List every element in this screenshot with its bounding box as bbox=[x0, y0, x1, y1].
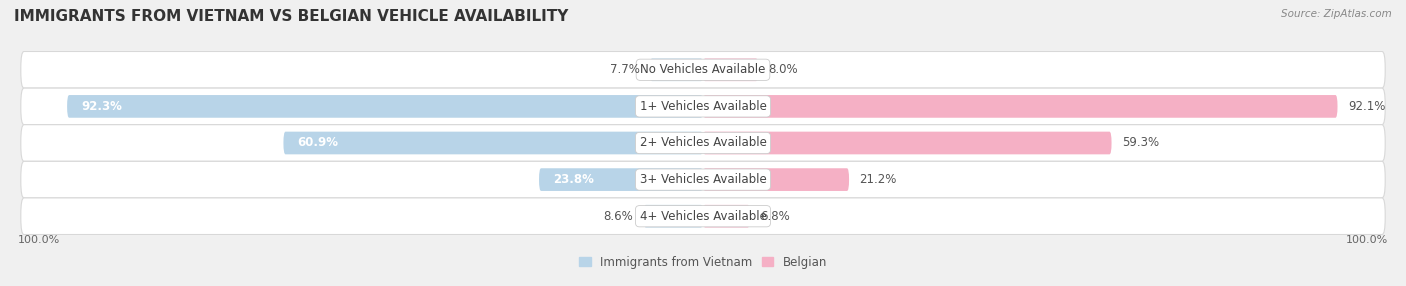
FancyBboxPatch shape bbox=[21, 161, 1385, 198]
FancyBboxPatch shape bbox=[703, 205, 749, 228]
Text: 92.1%: 92.1% bbox=[1348, 100, 1385, 113]
FancyBboxPatch shape bbox=[703, 58, 758, 81]
Text: 59.3%: 59.3% bbox=[1122, 136, 1159, 150]
Text: IMMIGRANTS FROM VIETNAM VS BELGIAN VEHICLE AVAILABILITY: IMMIGRANTS FROM VIETNAM VS BELGIAN VEHIC… bbox=[14, 9, 568, 23]
Text: 6.8%: 6.8% bbox=[761, 210, 790, 223]
Text: 3+ Vehicles Available: 3+ Vehicles Available bbox=[640, 173, 766, 186]
Text: 100.0%: 100.0% bbox=[17, 235, 59, 245]
Text: 23.8%: 23.8% bbox=[553, 173, 593, 186]
FancyBboxPatch shape bbox=[703, 168, 849, 191]
Text: No Vehicles Available: No Vehicles Available bbox=[640, 63, 766, 76]
Text: 2+ Vehicles Available: 2+ Vehicles Available bbox=[640, 136, 766, 150]
FancyBboxPatch shape bbox=[67, 95, 703, 118]
FancyBboxPatch shape bbox=[703, 132, 1112, 154]
Text: 7.7%: 7.7% bbox=[610, 63, 640, 76]
FancyBboxPatch shape bbox=[21, 51, 1385, 88]
Legend: Immigrants from Vietnam, Belgian: Immigrants from Vietnam, Belgian bbox=[579, 256, 827, 269]
FancyBboxPatch shape bbox=[21, 125, 1385, 161]
Text: 100.0%: 100.0% bbox=[1347, 235, 1389, 245]
Text: 8.6%: 8.6% bbox=[603, 210, 634, 223]
Text: Source: ZipAtlas.com: Source: ZipAtlas.com bbox=[1281, 9, 1392, 19]
FancyBboxPatch shape bbox=[538, 168, 703, 191]
Text: 21.2%: 21.2% bbox=[859, 173, 897, 186]
FancyBboxPatch shape bbox=[703, 95, 1337, 118]
FancyBboxPatch shape bbox=[650, 58, 703, 81]
Text: 8.0%: 8.0% bbox=[769, 63, 799, 76]
Text: 1+ Vehicles Available: 1+ Vehicles Available bbox=[640, 100, 766, 113]
Text: 4+ Vehicles Available: 4+ Vehicles Available bbox=[640, 210, 766, 223]
Text: 60.9%: 60.9% bbox=[297, 136, 339, 150]
FancyBboxPatch shape bbox=[21, 88, 1385, 125]
FancyBboxPatch shape bbox=[284, 132, 703, 154]
FancyBboxPatch shape bbox=[644, 205, 703, 228]
FancyBboxPatch shape bbox=[21, 198, 1385, 235]
Text: 92.3%: 92.3% bbox=[82, 100, 122, 113]
